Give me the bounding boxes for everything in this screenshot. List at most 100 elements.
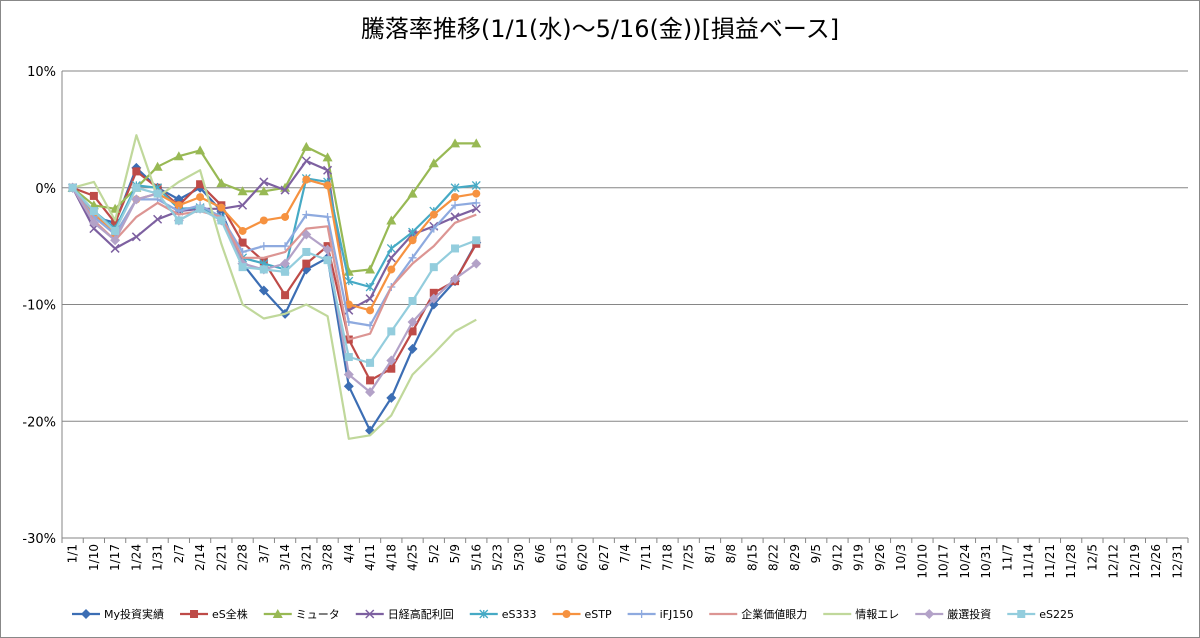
marker [450,138,461,148]
marker [408,327,417,336]
legend-label: 情報エレ [855,608,899,621]
marker [280,185,290,195]
marker [387,265,396,274]
y-tick-label: -10% [22,299,56,314]
marker [281,212,290,221]
marker [281,291,290,300]
marker [196,180,205,189]
marker [131,232,141,242]
marker [258,186,269,196]
marker [407,317,418,328]
x-tick-label: 2/14 [193,544,207,571]
x-tick-label: 3/28 [321,544,335,571]
x-tick-label: 12/12 [1107,544,1121,579]
marker [258,285,269,296]
chart-title: 騰落率推移(1/1(水)～5/16(金))[損益ベース] [361,15,839,43]
marker [152,161,163,171]
marker [259,177,269,187]
legend-item: 厳選投資 [915,607,991,621]
x-tick-label: 6/6 [533,544,547,563]
marker [343,369,354,380]
marker [111,218,120,227]
x-tick-label: 7/18 [660,544,674,571]
x-tick-label: 2/28 [236,544,250,571]
marker [450,273,461,284]
marker [407,188,418,198]
x-tick-label: 11/21 [1043,544,1057,579]
x-tick-label: 7/4 [618,544,632,563]
marker [386,244,396,253]
marker [88,217,99,228]
marker [195,145,206,155]
marker [365,264,376,274]
marker [323,212,332,221]
legend-label: My投資実績 [104,607,164,621]
x-tick-label: 12/26 [1149,544,1163,579]
x-tick-label: 8/22 [767,544,781,571]
y-tick-label: 10% [27,65,56,80]
marker [238,263,247,272]
marker [302,175,311,184]
legend-item: My投資実績 [72,607,164,621]
x-tick-label: 9/12 [830,544,844,571]
x-tick-label: 7/25 [682,544,696,571]
x-tick-label: 4/18 [384,544,398,571]
x-tick-label: 11/7 [1000,544,1014,571]
marker [365,609,375,619]
marker [131,194,142,205]
marker [450,212,460,222]
legend-label: eSTP [585,608,612,621]
x-tick-label: 12/19 [1128,544,1142,579]
x-tick-label: 3/21 [299,544,313,571]
legend-item: eS225 [1007,608,1074,621]
legend-item: iFJ150 [627,608,693,621]
legend-label: 厳選投資 [947,607,991,621]
legend-item: ミュータ [263,608,340,621]
marker [196,193,205,202]
marker [471,204,481,214]
marker [196,204,205,213]
marker [387,364,396,373]
marker [387,327,396,336]
x-tick-label: 3/7 [257,544,271,563]
marker [111,226,120,235]
marker [89,191,98,200]
marker [451,244,460,253]
marker [238,200,248,210]
marker [408,253,417,262]
marker [450,183,460,193]
x-tick-label: 8/8 [724,544,738,563]
marker [344,353,353,362]
marker [238,226,247,235]
marker [479,609,489,619]
x-tick-label: 3/14 [278,544,292,571]
legend-item: eS全株 [180,607,248,621]
x-tick-label: 8/15 [745,544,759,571]
x-tick-label: 9/26 [873,544,887,571]
legend-label: 企業価値眼力 [741,607,807,621]
marker [301,229,312,240]
marker [365,294,375,304]
marker [132,183,141,192]
marker [132,167,141,176]
marker [302,247,311,256]
y-tick-label: 0% [35,182,56,197]
marker [153,214,163,224]
marker [471,258,482,269]
x-tick-label: 5/16 [469,544,483,571]
x-tick-label: 12/31 [1170,544,1184,579]
legend-label: eS225 [1039,608,1074,621]
marker [323,256,332,265]
marker [407,343,418,354]
x-tick-label: 12/5 [1085,544,1099,571]
x-tick-label: 9/19 [852,544,866,571]
marker [366,358,375,367]
x-tick-label: 8/1 [703,544,717,563]
legend-item: 企業価値眼力 [709,607,807,621]
marker [408,296,417,305]
marker [471,138,482,148]
marker [301,156,311,166]
marker [451,201,460,210]
x-tick-label: 1/10 [87,544,101,571]
